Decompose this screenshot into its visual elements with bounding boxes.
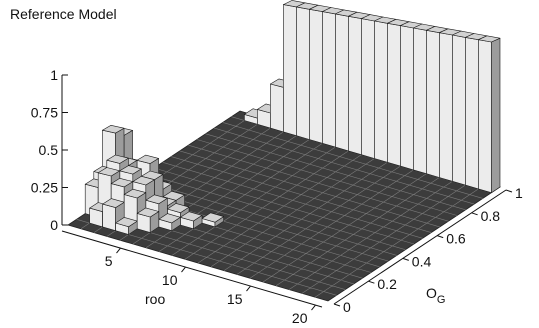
bar-top: [119, 165, 142, 175]
bar-top: [106, 154, 129, 164]
bar-top: [115, 217, 138, 227]
bar: [180, 211, 203, 230]
bar-top: [97, 167, 121, 177]
y-axis: [333, 189, 507, 305]
bar-side: [491, 37, 501, 193]
bar-front: [322, 11, 336, 148]
bar-top: [201, 212, 224, 223]
x-axis: [61, 230, 323, 308]
x-tick-label: 5: [105, 253, 113, 269]
z-tick-label: 1: [50, 67, 58, 83]
bar-front: [102, 203, 116, 231]
bar: [115, 217, 138, 235]
x-tick: [116, 247, 121, 254]
bar-front: [413, 27, 427, 174]
bar-front: [335, 13, 349, 152]
bar-top: [158, 213, 181, 224]
z-tick-label: 0.5: [39, 142, 59, 158]
bar-top: [110, 178, 134, 188]
chart-title: Reference Model: [10, 6, 117, 22]
z-tick-label: 0.25: [31, 180, 58, 196]
bar-front: [400, 25, 414, 171]
bar-top: [102, 125, 125, 134]
z-tick-label: 0.75: [31, 105, 58, 121]
y-axis-label-main: O: [426, 285, 437, 301]
bar-front: [387, 22, 401, 167]
bar: [136, 207, 160, 233]
bar-top: [123, 188, 147, 199]
bar-front: [465, 37, 479, 190]
bar-front: [439, 32, 453, 182]
y-tick-label: 0: [343, 299, 351, 315]
bar-front: [296, 6, 310, 140]
y-tick-label: 0.6: [446, 231, 466, 247]
y-axis-label: OG: [426, 285, 445, 306]
bar-top: [136, 207, 160, 218]
bar-top: [102, 198, 125, 208]
bar-front: [270, 83, 284, 133]
bar-top: [167, 203, 190, 213]
y-tick: [505, 189, 513, 193]
bar-top: [478, 35, 501, 43]
y-tick: [368, 280, 375, 284]
bar: [158, 213, 181, 231]
x-axis-label: roo: [145, 291, 165, 307]
x-tick-label: 10: [162, 272, 178, 288]
y-axis-label-sub: G: [437, 294, 446, 306]
z-tick-label: 0: [50, 217, 58, 233]
bar-front: [283, 4, 297, 136]
x-tick: [311, 304, 316, 311]
y-tick-label: 1: [515, 185, 523, 201]
y-tick: [333, 303, 341, 307]
floor-grid: [76, 114, 492, 298]
bar-front: [348, 15, 362, 155]
y-tick: [471, 212, 478, 216]
x-tick: [246, 285, 251, 292]
y-tick: [402, 257, 409, 261]
bar-front: [478, 39, 492, 193]
y-tick-label: 0.4: [412, 253, 432, 269]
y-tick-label: 0.8: [481, 208, 501, 224]
bar-front: [452, 34, 466, 186]
x-tick: [181, 266, 186, 273]
bar-top: [145, 194, 168, 205]
x-tick-label: 20: [292, 310, 308, 326]
bar-top: [132, 176, 155, 186]
y-tick-label: 0.2: [377, 276, 397, 292]
bar-front: [374, 20, 388, 163]
bar: [478, 35, 501, 193]
x-tick-label: 15: [227, 291, 243, 307]
y-tick: [437, 235, 444, 239]
bar-top: [180, 211, 203, 222]
bar-front: [309, 9, 323, 144]
bar-top: [136, 154, 159, 164]
bar-front: [361, 18, 375, 159]
bar-front: [426, 29, 440, 178]
